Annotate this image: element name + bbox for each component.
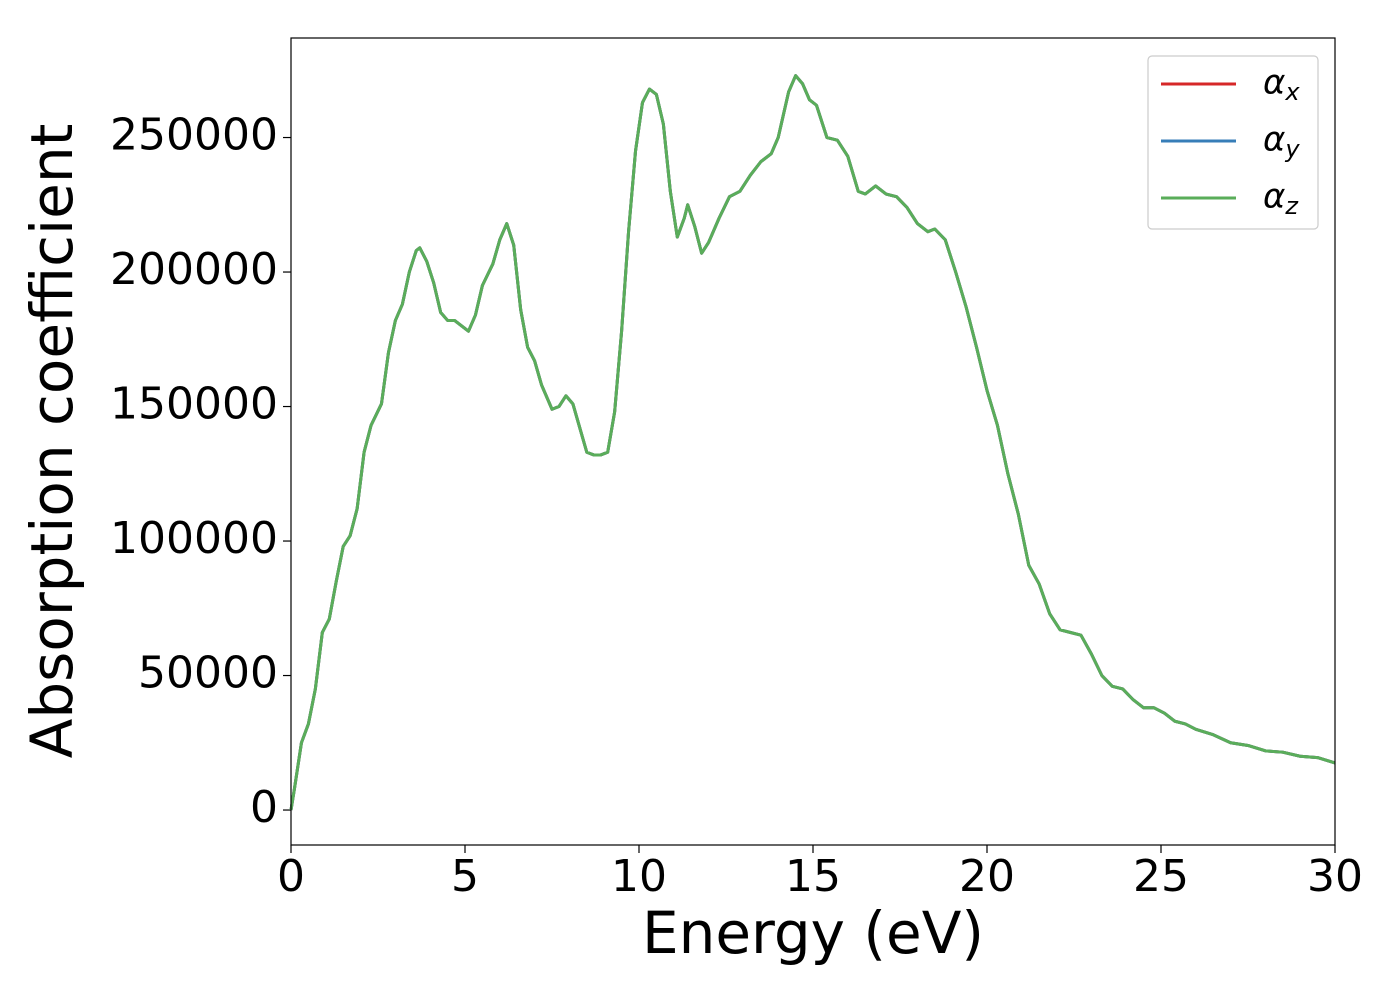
series-line — [289, 74, 1336, 811]
x-tick-label: 0 — [277, 851, 305, 902]
x-tick-label: 15 — [785, 851, 841, 902]
y-tick-label: 50000 — [138, 648, 278, 699]
x-tick-label: 25 — [1133, 851, 1189, 902]
plot-frame — [290, 37, 1336, 846]
y-tick-label: 100000 — [110, 513, 278, 564]
y-tick-label: 250000 — [110, 110, 278, 161]
y-tick-label: 0 — [250, 782, 278, 833]
x-tick-label: 10 — [611, 851, 667, 902]
x-tick-label: 5 — [451, 851, 479, 902]
y-tick-label: 150000 — [110, 379, 278, 430]
x-axis-label: Energy (eV) — [642, 899, 984, 967]
x-tick-label: 30 — [1307, 851, 1363, 902]
y-axis-label: Absorption coefficient — [18, 124, 86, 759]
x-tick-label: 20 — [959, 851, 1015, 902]
y-tick-label: 200000 — [110, 244, 278, 295]
